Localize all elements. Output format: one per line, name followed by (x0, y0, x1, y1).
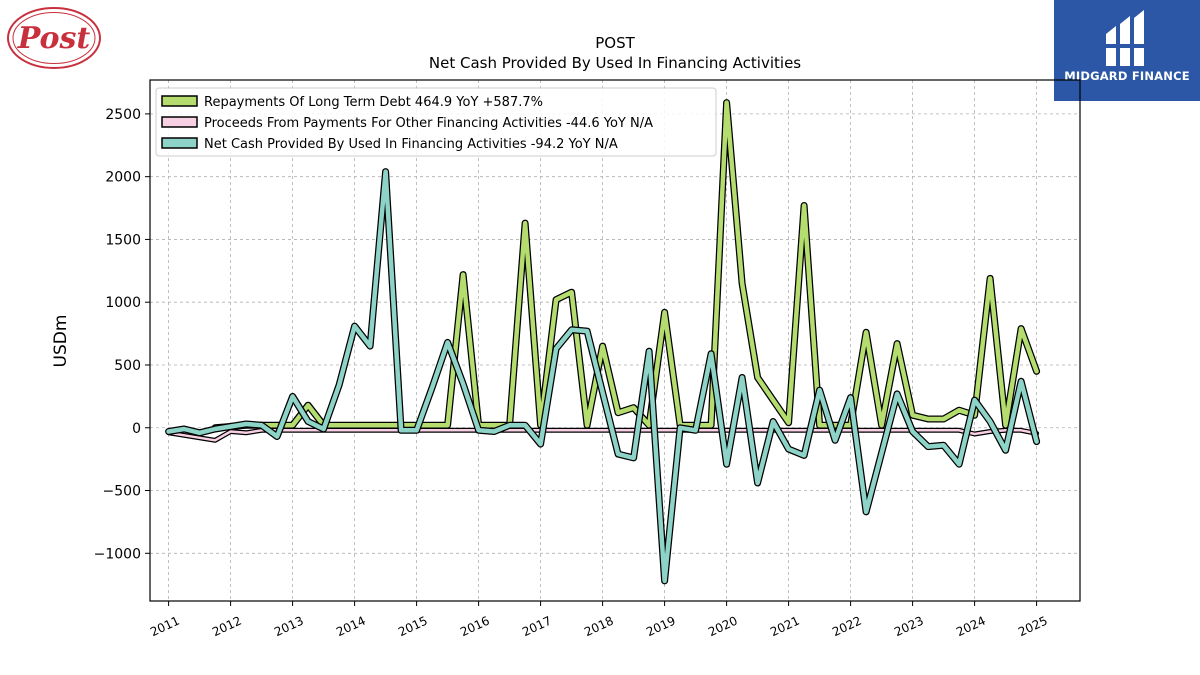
legend-label: Proceeds From Payments For Other Financi… (204, 116, 653, 131)
x-tick-label: 2014 (334, 614, 368, 640)
x-tick-label: 2011 (148, 614, 182, 640)
midgard-mark-bar (1106, 44, 1144, 48)
chart-title: POST (595, 34, 635, 52)
x-tick-label: 2022 (830, 614, 864, 640)
x-tick-label: 2024 (954, 614, 988, 640)
midgard-mark-icon (1106, 10, 1144, 66)
x-tick-label: 2012 (210, 614, 244, 640)
y-tick-label: −500 (103, 484, 141, 500)
y-tick-label: 1500 (105, 232, 141, 248)
legend-box (155, 87, 717, 157)
series-2-line (167, 429, 1038, 442)
legend: Repayments Of Long Term Debt 464.9 YoY +… (155, 87, 717, 157)
y-tick-label: 2500 (105, 107, 141, 123)
series-1-line (212, 100, 1039, 431)
legend-swatch (161, 95, 198, 107)
series-layer (165, 99, 1041, 585)
x-tick-label: 2016 (458, 614, 492, 640)
midgard-mark-right (1134, 10, 1144, 66)
grid-layer (150, 80, 1080, 601)
post-logo-ellipse-outer (7, 7, 101, 69)
series-3-line (166, 169, 1039, 584)
y-tick-label: −1000 (94, 546, 141, 562)
post-logo: Post (7, 7, 101, 69)
post-logo-ellipse-inner (12, 12, 96, 64)
y-tick-label: 0 (132, 421, 141, 437)
x-tick-label: 2019 (644, 614, 678, 640)
legend-swatch (161, 137, 198, 149)
y-axis-label: USDm (51, 315, 71, 368)
x-tick-label: 2020 (706, 614, 740, 640)
y-tick-label: 1000 (105, 295, 141, 311)
plot-frame (149, 79, 1081, 602)
x-tick-label: 2013 (272, 614, 306, 640)
legend-label: Repayments Of Long Term Debt 464.9 YoY +… (204, 95, 543, 110)
chart-subtitle: Net Cash Provided By Used In Financing A… (429, 54, 801, 72)
midgard-finance-label: MIDGARD FINANCE (1064, 69, 1190, 83)
x-tick-label: 2015 (396, 614, 430, 640)
x-tick-label: 2021 (768, 614, 802, 640)
midgard-finance-logo: MIDGARD FINANCE (1054, 0, 1200, 101)
y-tick-label: 2000 (105, 170, 141, 186)
x-tick-label: 2023 (892, 614, 926, 640)
legend-label: Net Cash Provided By Used In Financing A… (204, 137, 618, 152)
post-logo-text: Post (17, 21, 91, 56)
x-tick-label: 2025 (1016, 614, 1050, 640)
midgard-mark-center (1120, 16, 1130, 66)
legend-swatch (161, 116, 198, 128)
x-tick-label: 2018 (582, 614, 616, 640)
x-tick-label: 2017 (520, 614, 554, 640)
y-tick-label: 500 (114, 358, 141, 374)
